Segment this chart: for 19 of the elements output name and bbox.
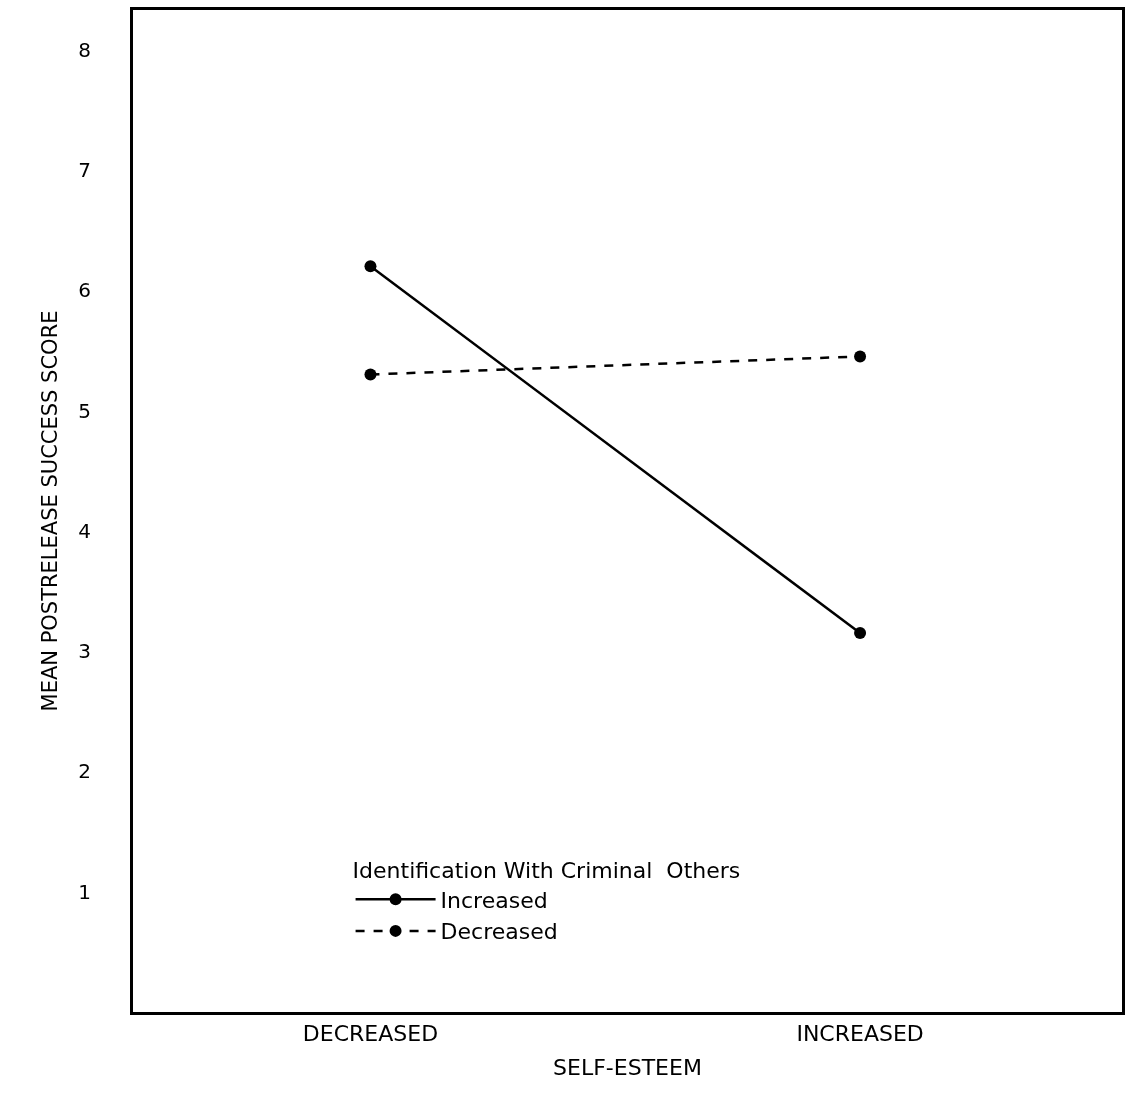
legend-label: Increased (440, 887, 548, 913)
legend-label: Decreased (440, 919, 558, 945)
y-tick-label: 6 (78, 278, 91, 303)
y-tick-label: 8 (78, 37, 91, 62)
point (364, 260, 377, 273)
y-tick-label: 1 (78, 879, 91, 904)
point (364, 368, 377, 381)
x-tick-label: DECREASED (302, 1021, 439, 1047)
y-tick-label: 7 (78, 157, 91, 182)
point (854, 627, 867, 640)
y-tick-label: 5 (78, 398, 91, 423)
legend-title: Identification With Criminal Others (352, 858, 741, 884)
y-tick-label: 3 (78, 639, 91, 664)
y-tick-label: 4 (78, 518, 91, 543)
y-axis-title: MEAN POSTRELEASE SUCCESS SCORE (38, 310, 63, 712)
x-tick-label: INCREASED (796, 1021, 924, 1047)
y-tick-label: 2 (78, 759, 91, 784)
x-axis-title: SELF-ESTEEM (553, 1055, 702, 1081)
point (854, 350, 867, 363)
